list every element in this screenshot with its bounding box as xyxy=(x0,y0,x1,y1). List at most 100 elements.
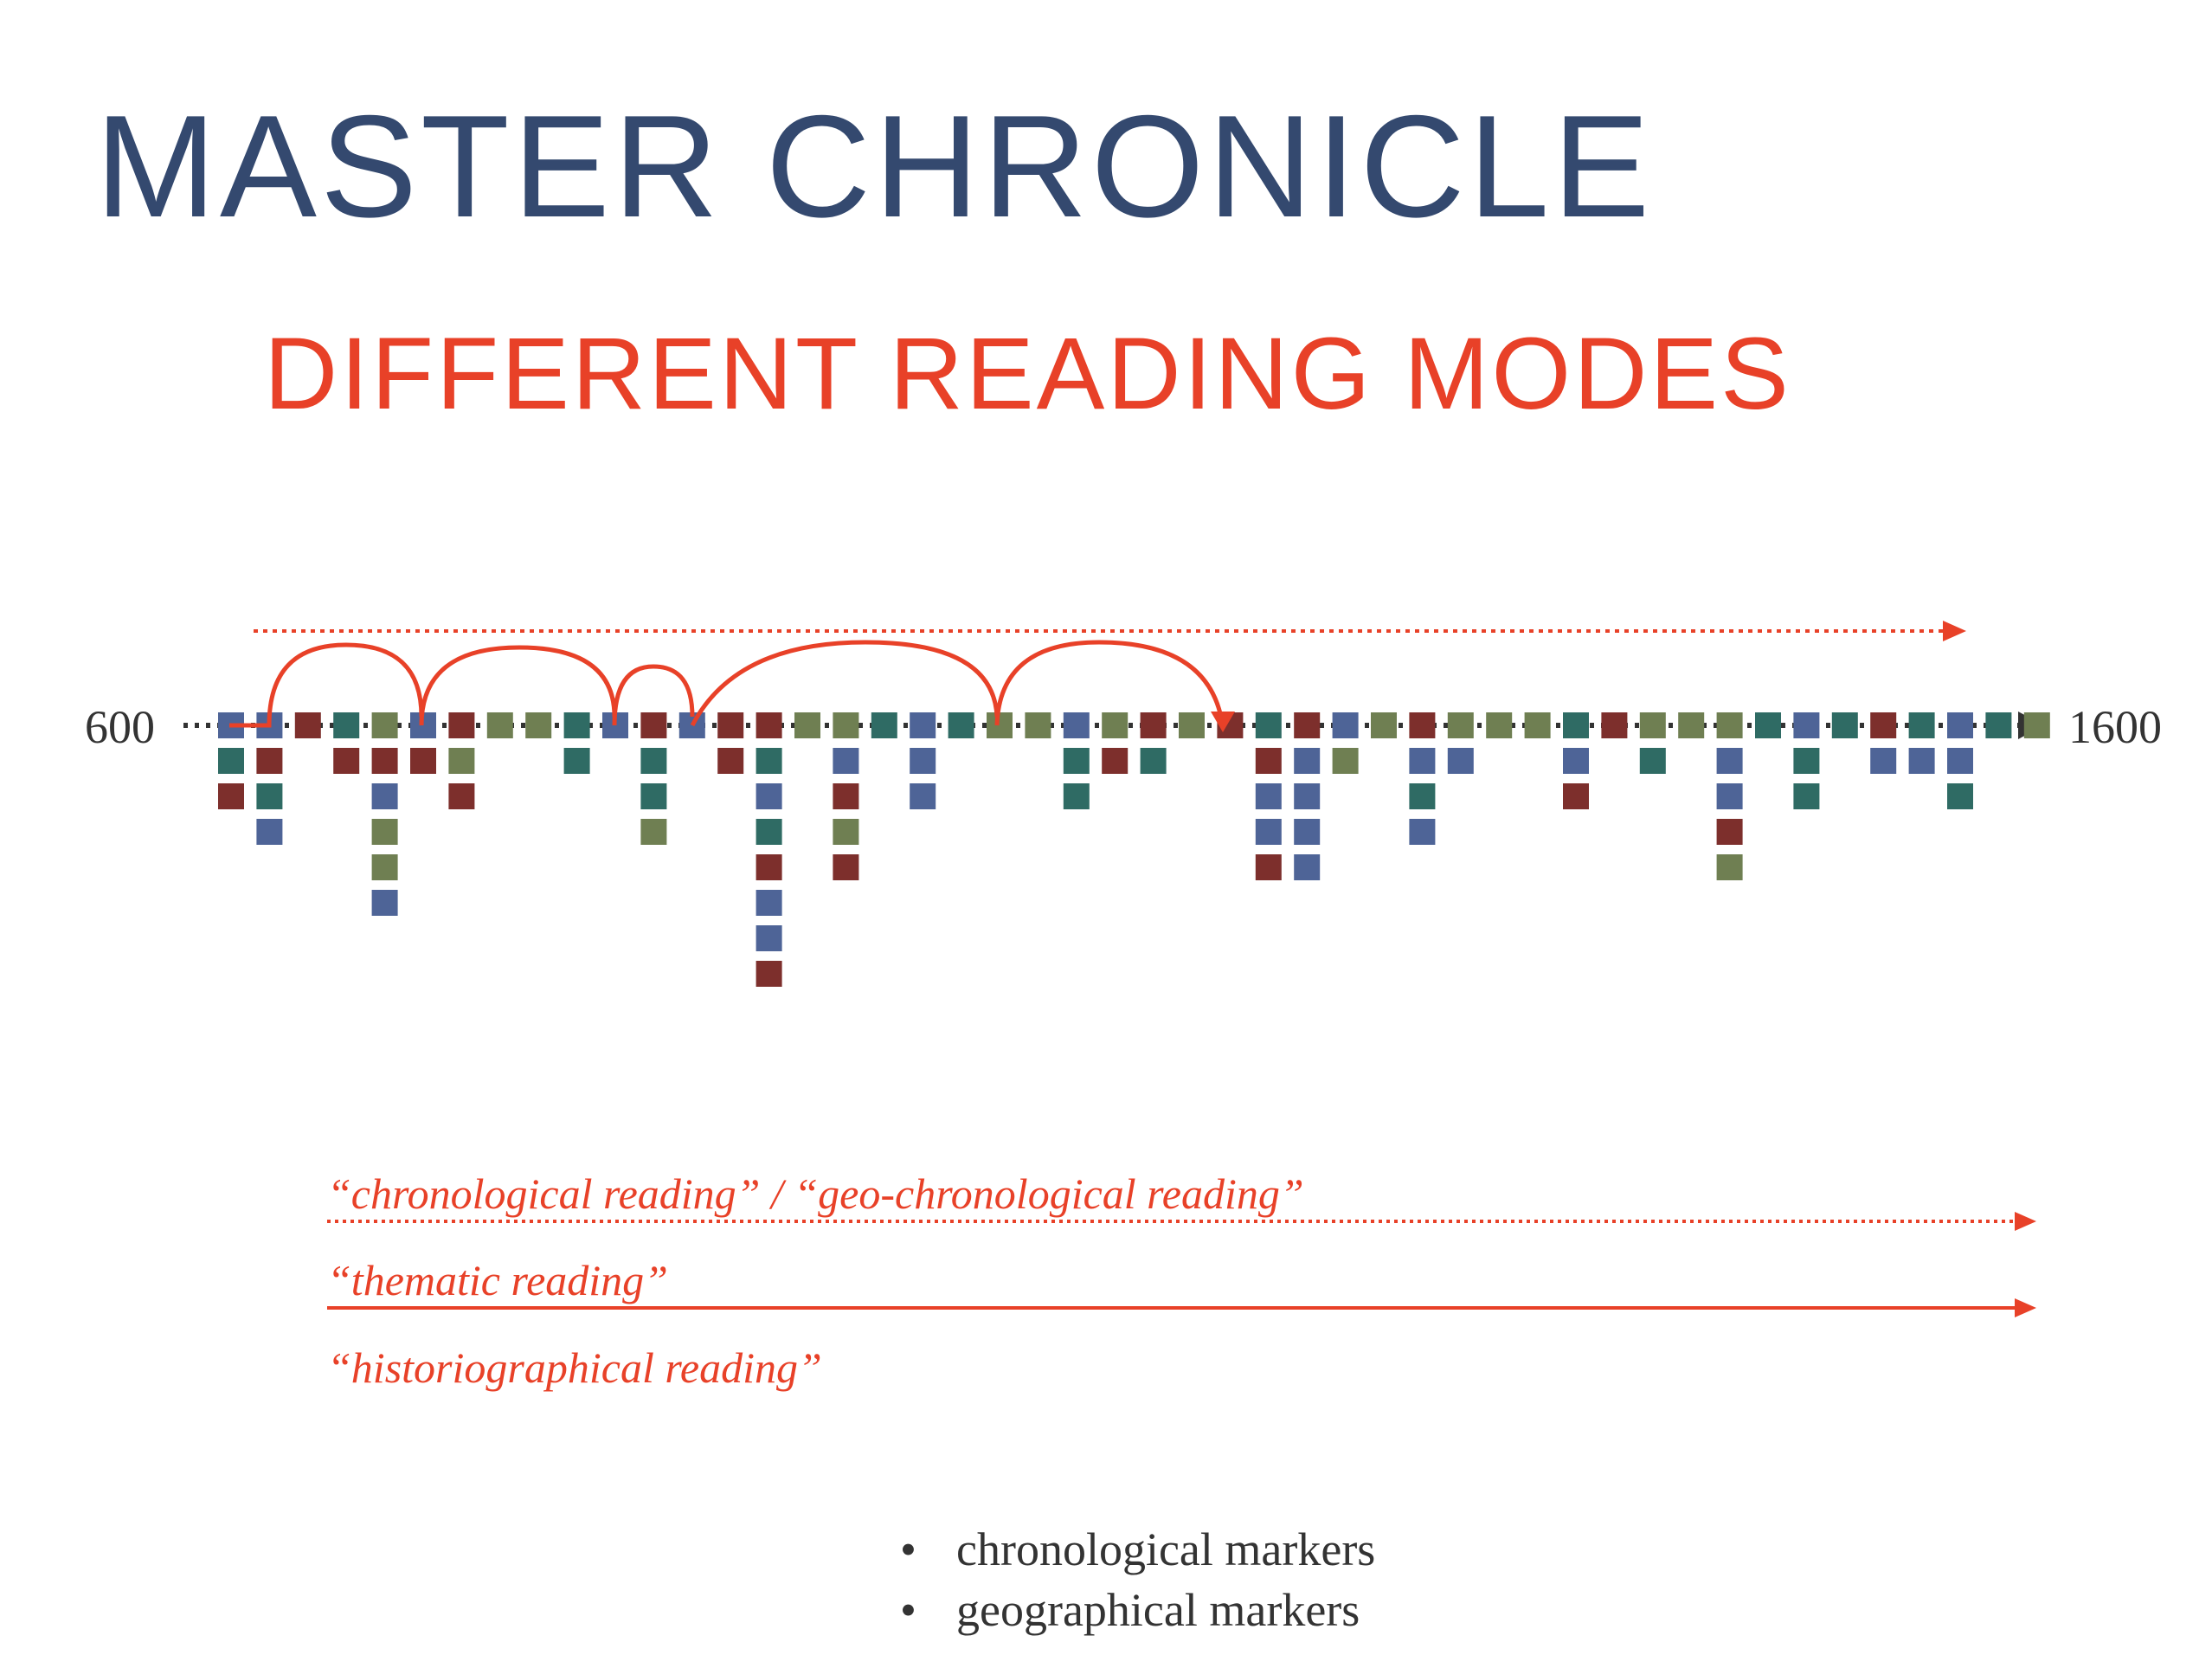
marker-square-red xyxy=(1601,712,1628,738)
marker-square-red xyxy=(1716,819,1743,845)
marker-square-olive xyxy=(640,819,667,845)
marker-square-blue xyxy=(1716,748,1743,774)
marker-square-blue xyxy=(1908,748,1935,774)
marker-square-blue xyxy=(1563,748,1589,774)
marker-square-teal xyxy=(1793,748,1820,774)
marker-square-olive xyxy=(1025,712,1051,738)
arc-jump-4 xyxy=(690,640,1000,727)
marker-square-red xyxy=(1563,783,1589,809)
marker-square-olive xyxy=(833,819,859,845)
marker-square-teal xyxy=(333,712,360,738)
marker-square-blue xyxy=(910,712,936,738)
top-reading-arrowhead xyxy=(1943,621,1966,641)
marker-square-red xyxy=(833,854,859,880)
marker-square-red xyxy=(1140,712,1167,738)
legend-item-chronological: • chronological markers xyxy=(900,1519,1375,1580)
marker-square-blue xyxy=(910,748,936,774)
marker-square-teal xyxy=(1063,748,1090,774)
marker-square-red xyxy=(448,783,475,809)
marker-square-teal xyxy=(563,748,590,774)
marker-square-blue xyxy=(1063,712,1090,738)
marker-square-teal xyxy=(948,712,974,738)
marker-square-red xyxy=(756,854,782,880)
marker-square-blue xyxy=(1409,748,1436,774)
marker-square-red xyxy=(1102,748,1129,774)
reading-mode-chronological-label: “chronological reading” / “geo-chronolog… xyxy=(327,1169,1304,1218)
marker-square-teal xyxy=(1639,748,1666,774)
marker-square-teal xyxy=(1985,712,2012,738)
marker-square-blue xyxy=(1447,748,1474,774)
marker-square-olive xyxy=(2023,712,2050,738)
marker-square-red xyxy=(1870,712,1897,738)
marker-square-blue xyxy=(371,783,398,809)
marker-square-red xyxy=(717,712,744,738)
marker-square-red xyxy=(1255,854,1282,880)
marker-square-teal xyxy=(1563,712,1589,738)
marker-square-blue xyxy=(256,819,283,845)
marker-square-teal xyxy=(871,712,897,738)
marker-square-teal xyxy=(218,748,244,774)
marker-square-olive xyxy=(1678,712,1705,738)
marker-square-blue xyxy=(910,783,936,809)
marker-square-red xyxy=(294,712,321,738)
marker-square-teal xyxy=(640,783,667,809)
marker-square-red xyxy=(218,783,244,809)
marker-square-olive xyxy=(1371,712,1397,738)
marker-square-olive xyxy=(371,854,398,880)
marker-square-red xyxy=(256,748,283,774)
marker-square-blue xyxy=(1294,819,1321,845)
marker-square-blue xyxy=(1294,854,1321,880)
marker-square-blue xyxy=(1409,819,1436,845)
reading-mode-chronological-arrowhead xyxy=(2015,1212,2036,1231)
marker-square-red xyxy=(717,748,744,774)
marker-square-teal xyxy=(1409,783,1436,809)
marker-square-blue xyxy=(1947,712,1973,738)
marker-square-olive xyxy=(448,748,475,774)
arc-end-arrowhead xyxy=(1211,712,1235,732)
marker-square-blue xyxy=(1294,748,1321,774)
marker-square-olive xyxy=(525,712,552,738)
marker-square-olive xyxy=(1179,712,1205,738)
arc-jump-5 xyxy=(994,640,1225,728)
marker-square-blue xyxy=(1716,783,1743,809)
bullet-icon: • xyxy=(900,1523,916,1575)
marker-square-teal xyxy=(756,819,782,845)
marker-square-red xyxy=(1294,712,1321,738)
marker-square-red xyxy=(833,783,859,809)
marker-square-blue xyxy=(833,748,859,774)
marker-square-olive xyxy=(486,712,513,738)
marker-square-teal xyxy=(256,783,283,809)
marker-square-teal xyxy=(1793,783,1820,809)
bullet-icon: • xyxy=(900,1584,916,1636)
marker-square-teal xyxy=(1755,712,1781,738)
marker-square-teal xyxy=(1947,783,1973,809)
marker-square-red xyxy=(1409,712,1436,738)
reading-mode-thematic-label: “thematic reading” xyxy=(327,1256,668,1304)
arc-jump-2 xyxy=(419,645,617,726)
marker-square-teal xyxy=(1831,712,1858,738)
marker-square-blue xyxy=(1793,712,1820,738)
arc-jump-3 xyxy=(612,664,695,726)
timeline-start-label: 600 xyxy=(85,701,155,753)
marker-square-red xyxy=(756,961,782,987)
marker-square-olive xyxy=(1639,712,1666,738)
marker-square-teal xyxy=(563,712,590,738)
page-subtitle: DIFFERENT READING MODES xyxy=(264,317,1791,431)
reading-mode-thematic-arrowhead xyxy=(2015,1298,2036,1317)
marker-square-blue xyxy=(1255,783,1282,809)
marker-square-olive xyxy=(1716,854,1743,880)
marker-square-olive xyxy=(1716,712,1743,738)
marker-square-blue xyxy=(1870,748,1897,774)
marker-square-teal xyxy=(1255,712,1282,738)
marker-square-blue xyxy=(756,890,782,916)
marker-square-teal xyxy=(640,748,667,774)
marker-square-red xyxy=(371,748,398,774)
marker-square-olive xyxy=(371,819,398,845)
legend-item-label: chronological markers xyxy=(956,1523,1376,1575)
marker-square-blue xyxy=(1294,783,1321,809)
legend-item-label: geographical markers xyxy=(956,1584,1360,1636)
marker-square-blue xyxy=(1332,712,1359,738)
legend-item-geographical: • geographical markers xyxy=(900,1580,1375,1640)
marker-square-blue xyxy=(1255,819,1282,845)
